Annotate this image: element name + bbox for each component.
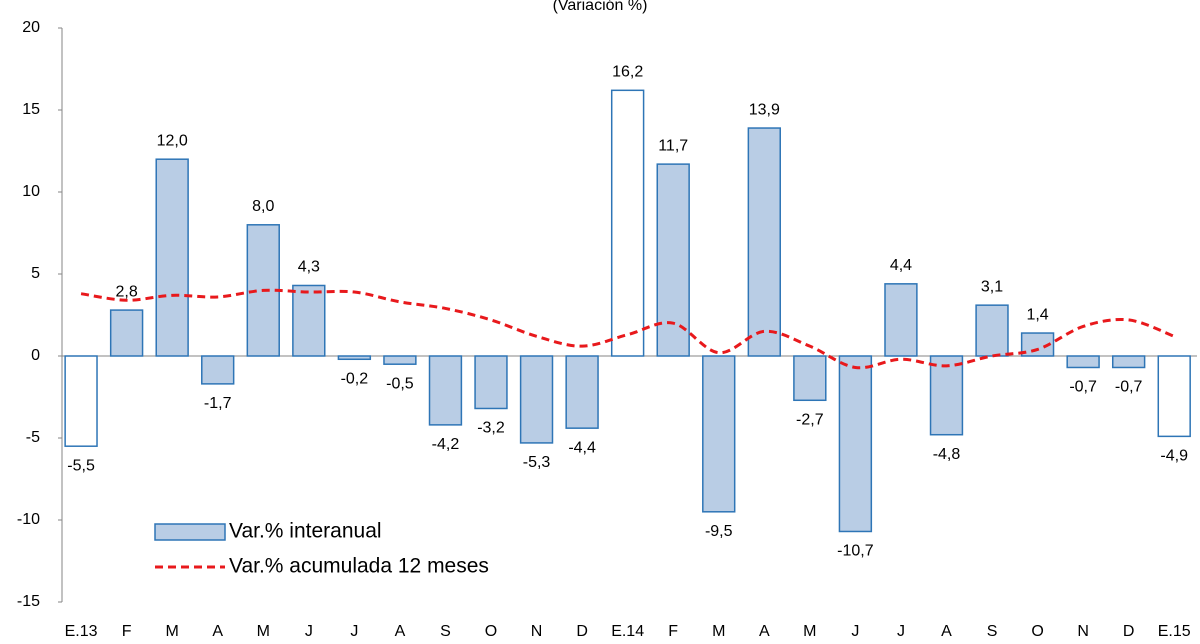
x-tick-label: S — [987, 623, 998, 640]
x-tick-label: A — [941, 623, 952, 640]
value-label: -5,3 — [523, 454, 551, 471]
bar — [793, 355, 827, 402]
value-label: -4,4 — [568, 439, 596, 456]
value-label: -4,8 — [933, 446, 961, 463]
value-label: 1,4 — [1026, 306, 1048, 323]
x-tick-label: F — [668, 623, 678, 640]
bar — [337, 355, 372, 361]
bar — [702, 355, 736, 513]
bar — [1111, 355, 1146, 369]
value-label: -0,7 — [1115, 379, 1143, 396]
y-tick-label: -15 — [17, 593, 40, 610]
x-tick-label: M — [166, 623, 179, 640]
value-label: -5,5 — [67, 457, 95, 474]
x-tick-label: J — [305, 623, 313, 640]
x-tick-label: F — [122, 623, 132, 640]
value-label: 8,0 — [252, 198, 274, 215]
bar — [109, 309, 144, 357]
x-tick-label: E.13 — [65, 623, 98, 640]
x-tick-label: A — [395, 623, 406, 640]
bar — [64, 355, 98, 447]
value-label: -3,2 — [477, 420, 505, 437]
y-tick-label: 15 — [22, 101, 40, 118]
y-tick-label: -5 — [26, 429, 40, 446]
bar — [975, 304, 1009, 357]
bar — [565, 355, 599, 429]
x-tick-label: O — [485, 623, 497, 640]
x-tick-label: J — [851, 623, 859, 640]
x-tick-label: O — [1031, 623, 1043, 640]
x-tick-label: J — [350, 623, 358, 640]
value-label: 13,9 — [749, 101, 780, 118]
bar — [474, 355, 508, 410]
value-label: -4,2 — [432, 436, 460, 453]
value-label: -2,7 — [796, 411, 824, 428]
value-label: -10,7 — [837, 543, 874, 560]
line — [80, 288, 1175, 370]
value-label: 11,7 — [658, 137, 688, 154]
value-label: 4,3 — [298, 259, 320, 276]
bar — [428, 355, 463, 426]
value-label: 3,1 — [981, 278, 1003, 295]
bar — [747, 127, 781, 357]
value-label: -4,9 — [1160, 448, 1188, 465]
x-tick-label: J — [897, 623, 905, 640]
bar — [201, 355, 235, 385]
y-tick-label: 5 — [31, 265, 40, 282]
value-label: -9,5 — [705, 523, 733, 540]
bar — [383, 355, 417, 365]
x-tick-label: M — [712, 623, 725, 640]
x-tick-label: A — [759, 623, 770, 640]
bar — [838, 355, 873, 533]
value-label: 16,2 — [612, 64, 643, 81]
x-tick-label: M — [803, 623, 816, 640]
y-tick-label: 0 — [31, 347, 40, 364]
value-label: 12,0 — [157, 132, 188, 149]
x-tick-label: D — [1123, 623, 1135, 640]
bar — [155, 158, 189, 357]
value-label: -0,7 — [1069, 379, 1097, 396]
x-tick-label: M — [257, 623, 270, 640]
x-tick-label: S — [440, 623, 451, 640]
y-tick-label: 10 — [22, 183, 40, 200]
bar — [1157, 355, 1191, 438]
x-tick-label: A — [212, 623, 223, 640]
legend-label: Var.% acumulada 12 meses — [229, 555, 489, 578]
value-label: -1,7 — [204, 395, 232, 412]
legend-label: Var.% interanual — [229, 520, 382, 543]
y-tick-label: 20 — [22, 19, 40, 36]
x-tick-label: E.15 — [1158, 623, 1191, 640]
legend-swatch — [154, 523, 226, 541]
y-tick-label: -10 — [17, 511, 40, 528]
bar — [1020, 332, 1055, 357]
value-label: -0,2 — [341, 370, 369, 387]
bar — [292, 284, 326, 357]
value-label: -0,5 — [386, 375, 414, 392]
x-tick-label: N — [531, 623, 543, 640]
bar — [610, 89, 645, 357]
bar — [1066, 355, 1100, 369]
bar — [929, 355, 964, 436]
bar — [519, 355, 554, 444]
x-tick-label: N — [1077, 623, 1089, 640]
bar — [884, 283, 918, 357]
chart-title: (Variación %) — [553, 0, 648, 14]
x-tick-label: D — [576, 623, 588, 640]
x-tick-label: E.14 — [611, 623, 644, 640]
value-label: 2,8 — [115, 283, 137, 300]
value-label: 4,4 — [890, 257, 912, 274]
